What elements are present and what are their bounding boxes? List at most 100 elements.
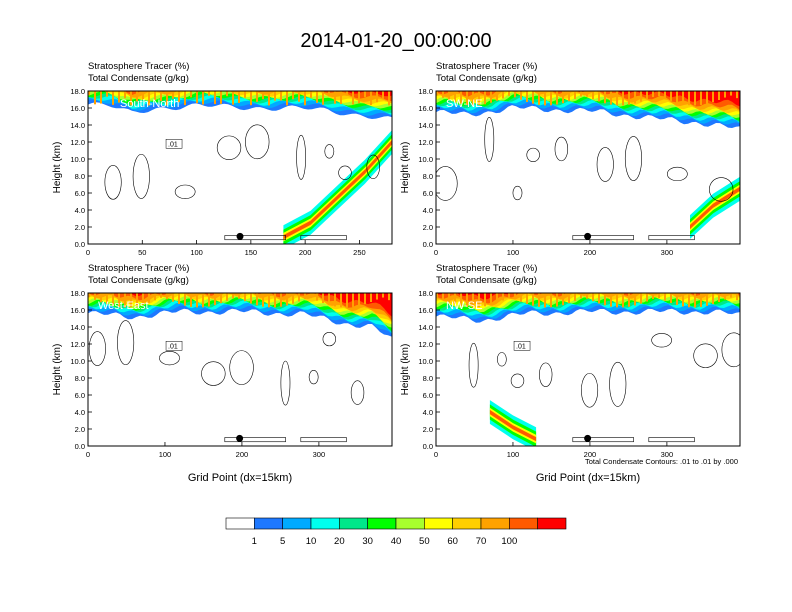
y-tick-label: 10.0	[70, 357, 85, 366]
tracer-streak	[250, 293, 252, 304]
tracer-streak	[328, 293, 330, 305]
y-tick-label: 10.0	[418, 357, 433, 366]
main-title: 2014-01-20_00:00:00	[300, 30, 492, 52]
contour-label: .01	[516, 343, 526, 350]
condensate-contour	[229, 350, 254, 385]
condensate-contour	[132, 153, 150, 199]
tracer-streak	[376, 293, 378, 300]
tracer-streak	[454, 91, 456, 103]
tracer-streak	[274, 293, 276, 308]
tracer-streak	[616, 91, 618, 106]
y-tick-label: 6.0	[75, 189, 85, 198]
y-tick-label: 16.0	[70, 306, 85, 315]
intrusion-band-10	[489, 409, 537, 442]
tracer-streak	[244, 91, 246, 98]
tracer-streak	[226, 293, 228, 301]
condensate-contour	[693, 343, 718, 368]
tracer-streak	[382, 293, 384, 298]
condensate-contour	[245, 124, 270, 160]
condensate-contour	[572, 437, 634, 443]
tracer-streak	[340, 91, 342, 105]
plot-area: .01	[88, 91, 392, 244]
tracer-streak	[634, 293, 636, 306]
tracer-streak	[226, 91, 228, 97]
x-tick-label: 50	[138, 248, 146, 257]
condensate-contour	[308, 370, 319, 385]
condensate-contour	[468, 342, 479, 388]
tracer-streak	[370, 293, 372, 303]
colorbar-swatch	[395, 517, 425, 530]
tracer-streak	[112, 293, 114, 306]
condensate-contour	[554, 136, 569, 162]
tracer-streak	[136, 293, 138, 307]
tracer-streak	[652, 91, 654, 97]
contour-label-box	[165, 139, 183, 149]
tracer-streak	[172, 293, 174, 302]
tracer-streak	[550, 293, 552, 308]
condensate-contour	[216, 135, 242, 160]
contour-label: .01	[168, 343, 178, 350]
condensate-contour	[651, 333, 672, 348]
tracer-streak	[652, 293, 654, 299]
tracer-streak	[544, 293, 546, 308]
tracer-streak	[490, 293, 492, 305]
contour-footnote: Total Condensate Contours: .01 to .01 by…	[585, 457, 738, 466]
tracer-streak	[388, 293, 390, 301]
tracer-streak	[526, 293, 528, 304]
y-tick-label: 14.0	[418, 121, 433, 130]
tracer-streak	[112, 91, 114, 105]
x-tick-label: 300	[661, 248, 674, 257]
intrusion-band-10	[283, 139, 392, 240]
y-tick-label: 6.0	[423, 391, 433, 400]
tracer-streak	[496, 91, 498, 101]
tracer-streak	[310, 91, 312, 98]
tracer-streak	[724, 91, 726, 98]
tracer-streak	[256, 91, 258, 102]
tracer-streak	[100, 293, 102, 303]
tracer-streak	[724, 293, 726, 300]
y-tick-label: 4.0	[423, 206, 433, 215]
tracer-streak	[730, 293, 732, 298]
tracer-streak	[562, 91, 564, 104]
condensate-contour	[609, 361, 627, 407]
colorbar: 1 5 10 20 30 40 50 60 70 100	[225, 517, 567, 547]
colorbar-swatch	[480, 517, 510, 530]
tracer-streak	[160, 293, 162, 298]
tracer-streak	[520, 293, 522, 302]
colorbar-swatch	[339, 517, 368, 530]
tracer-streak	[694, 91, 696, 106]
y-axis-label: Height (km)	[400, 142, 411, 194]
tracer-streak	[322, 91, 324, 105]
tracer-streak	[700, 293, 702, 307]
y-tick-label: 18.0	[70, 289, 85, 298]
tracer-streak	[538, 91, 540, 105]
condensate-contour	[324, 144, 335, 159]
tracer-band-11	[88, 293, 392, 317]
colorbar-swatch	[452, 517, 482, 530]
y-tick-label: 2.0	[75, 425, 85, 434]
plot-area	[436, 91, 740, 244]
tracer-streak	[670, 91, 672, 102]
tracer-streak	[220, 293, 222, 304]
tracer-streak	[694, 293, 696, 308]
tracer-streak	[454, 293, 456, 305]
contour-label-box	[165, 341, 183, 351]
subtitle-condensate: Total Condensate (g/kg)	[436, 73, 537, 84]
tracer-streak	[610, 293, 612, 307]
tracer-streak	[196, 293, 198, 308]
tracer-streak	[130, 91, 132, 106]
tracer-streak	[472, 91, 474, 106]
colorbar-swatch	[310, 517, 340, 530]
tracer-streak	[526, 91, 528, 102]
tracer-streak	[346, 293, 348, 308]
plot-frame	[435, 292, 741, 447]
x-tick-label: 200	[299, 248, 312, 257]
tracer-streak	[214, 91, 216, 105]
colorbar-label: 40	[391, 536, 402, 547]
tracer-band-10	[436, 293, 740, 304]
subtitle-condensate: Total Condensate (g/kg)	[88, 73, 189, 84]
y-tick-label: 12.0	[418, 138, 433, 147]
condensate-contour	[338, 165, 352, 180]
tracer-streak	[178, 293, 180, 304]
